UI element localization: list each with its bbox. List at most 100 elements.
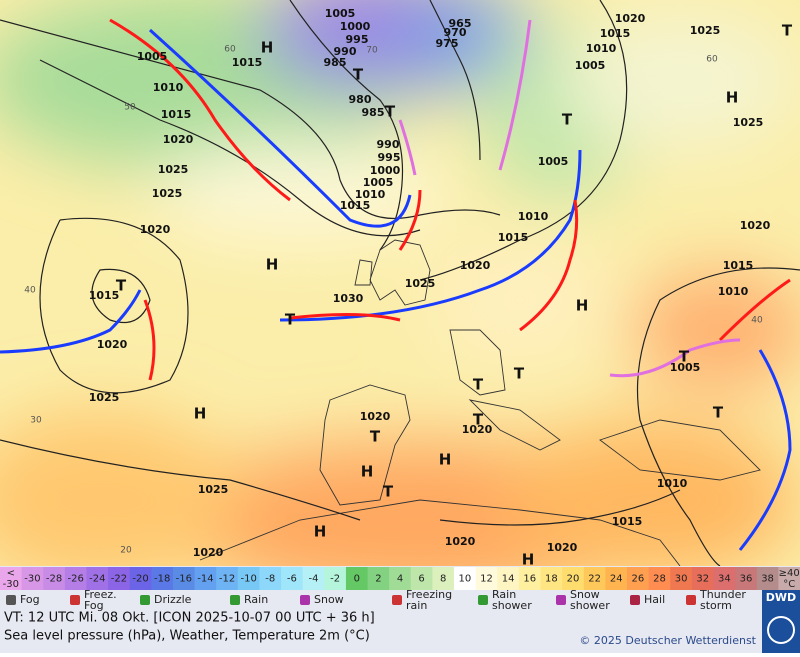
isobar-label: 1025 <box>152 187 183 200</box>
colorbar-label: 34 <box>718 574 731 585</box>
legend-icon <box>686 595 696 605</box>
colorbar-label: 20 <box>567 574 580 585</box>
pressure-center: T <box>782 22 793 40</box>
temperature-label: 40 <box>751 316 763 326</box>
colorbar-label: < <box>7 568 15 579</box>
valid-time: VT: 12 UTC Mi. 08 Okt. [ICON 2025-10-07 … <box>4 611 375 626</box>
pressure-center: H <box>361 463 374 481</box>
pressure-center: H <box>576 297 589 315</box>
isobar-label: 1010 <box>657 477 688 490</box>
pressure-center: H <box>726 89 739 107</box>
legend-icon <box>70 595 80 605</box>
legend-label: shower <box>492 599 532 612</box>
isobar-label: 975 <box>436 37 459 50</box>
pressure-center: H <box>522 551 535 569</box>
isobar-label: 980 <box>349 93 372 106</box>
isobar-label: 1025 <box>690 24 721 37</box>
colorbar-label: 32 <box>696 574 709 585</box>
pressure-center: T <box>562 111 573 129</box>
isobar-label: 1030 <box>333 292 364 305</box>
isobar-label: 1015 <box>600 27 631 40</box>
colorbar-label: -22 <box>111 574 127 585</box>
colorbar-label: 0 <box>354 574 360 585</box>
isobar-label: 1020 <box>163 133 194 146</box>
pressure-center: T <box>385 103 396 121</box>
colorbar-label: 28 <box>653 574 666 585</box>
legend-label: shower <box>570 599 610 612</box>
pressure-center: T <box>713 404 724 422</box>
isobar-label: 1025 <box>198 483 229 496</box>
isobar-label: 1010 <box>518 210 549 223</box>
legend-label: Snow <box>314 593 344 606</box>
colorbar-label: ≥40 <box>779 568 800 579</box>
colorbar-label: -10 <box>240 574 256 585</box>
isobar-label: 1020 <box>445 535 476 548</box>
pressure-center: H <box>261 39 274 57</box>
colorbar-label: -20 <box>132 574 148 585</box>
colorbar-label: -24 <box>89 574 105 585</box>
colorbar-label: 26 <box>631 574 644 585</box>
colorbar-label: 24 <box>610 574 623 585</box>
colorbar-label: 18 <box>545 574 558 585</box>
isobar-label: 1020 <box>97 338 128 351</box>
isobar-label: 1005 <box>325 7 356 20</box>
pressure-center: T <box>473 376 484 394</box>
isobar-label: 990 <box>377 138 400 151</box>
temperature-label: 20 <box>120 546 132 556</box>
legend-icon <box>630 595 640 605</box>
isobar-label: 985 <box>362 106 385 119</box>
legend-icon <box>556 595 566 605</box>
logo-text: DWD <box>766 591 796 604</box>
legend-icon <box>392 595 402 605</box>
legend-label: Drizzle <box>154 593 192 606</box>
colorbar-label: 38 <box>761 574 774 585</box>
copyright: © 2025 Deutscher Wetterdienst <box>579 634 756 647</box>
legend-label: Fog <box>84 599 104 612</box>
pressure-center: T <box>679 348 690 366</box>
isobar-label: 1015 <box>612 515 643 528</box>
colorbar-label: °C <box>783 579 795 590</box>
isobar-label: 1020 <box>193 546 224 559</box>
legend-label: rain <box>406 599 427 612</box>
pressure-center: T <box>514 365 525 383</box>
legend-icon <box>6 595 16 605</box>
description: Sea level pressure (hPa), Weather, Tempe… <box>4 629 370 644</box>
colorbar-label: 36 <box>740 574 753 585</box>
legend-icon <box>140 595 150 605</box>
isobar-label: 1020 <box>360 410 391 423</box>
isobar-label: 995 <box>378 151 401 164</box>
colorbar-label: 12 <box>480 574 493 585</box>
colorbar-label: -28 <box>46 574 62 585</box>
temperature-label: 70 <box>366 46 378 56</box>
colorbar-label: -16 <box>176 574 192 585</box>
isobar-label: 1010 <box>718 285 749 298</box>
colorbar-label: -6 <box>287 574 297 585</box>
colorbar-label: 16 <box>523 574 536 585</box>
pressure-center: T <box>370 428 381 446</box>
temperature-label: 60 <box>224 45 236 55</box>
legend-label: Fog <box>20 593 40 606</box>
pressure-center: H <box>266 256 279 274</box>
isobar-label: 1015 <box>232 56 263 69</box>
isobar-label: 1025 <box>158 163 189 176</box>
legend-icon <box>230 595 240 605</box>
pressure-center: T <box>285 311 296 329</box>
temperature-label: 40 <box>24 286 36 296</box>
isobar-label: 1000 <box>340 20 371 33</box>
pressure-center: T <box>473 411 484 429</box>
colorbar-label: -26 <box>68 574 84 585</box>
legend-icon <box>300 595 310 605</box>
isobar-label: 1020 <box>740 219 771 232</box>
pressure-center: T <box>383 483 394 501</box>
colorbar-label: -30 <box>24 574 40 585</box>
temperature-label: 30 <box>30 416 42 426</box>
colorbar-label: 8 <box>440 574 446 585</box>
colorbar-label: 14 <box>502 574 515 585</box>
colorbar-label: 4 <box>397 574 403 585</box>
colorbar-label: -30 <box>3 579 19 590</box>
isobar-label: 1015 <box>498 231 529 244</box>
isobar-label: 1025 <box>733 116 764 129</box>
colorbar-label: 6 <box>418 574 424 585</box>
